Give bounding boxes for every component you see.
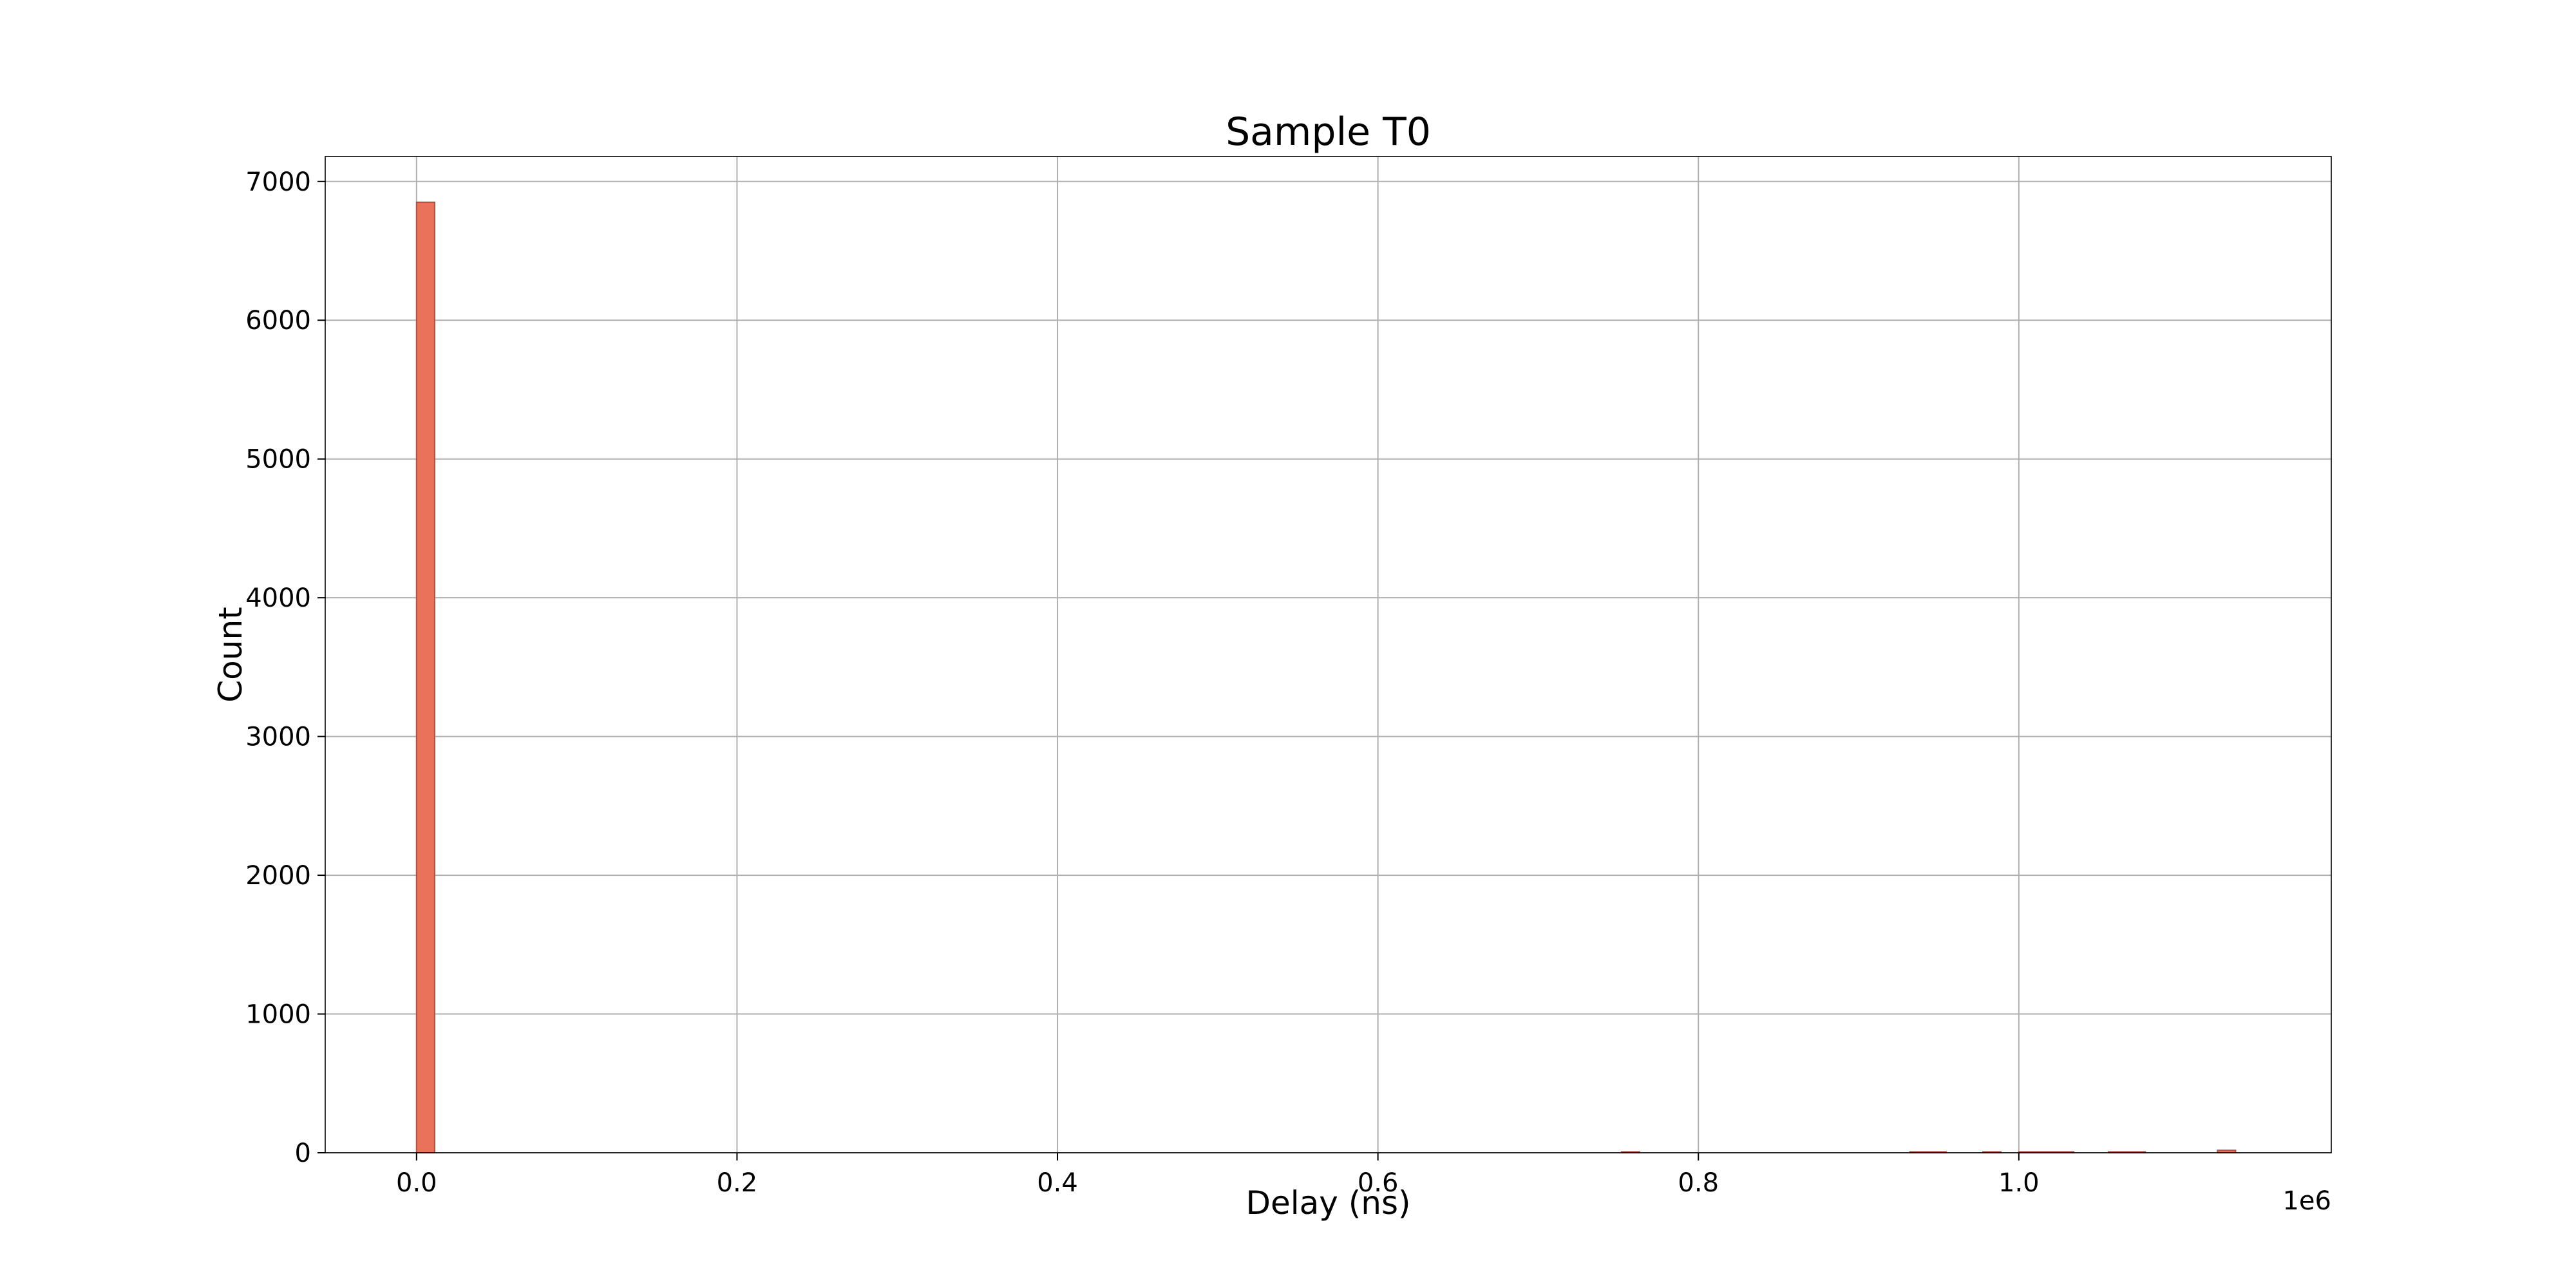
y-axis-ticks: 0 1000 2000 3000 4000 5000 6000 7000: [245, 167, 325, 1168]
y-tick-label: 1000: [245, 1000, 311, 1030]
y-tick-label: 3000: [245, 723, 311, 752]
y-tick-label: 4000: [245, 583, 311, 613]
x-tick-label: 0.0: [396, 1168, 437, 1198]
grid-layer: [325, 156, 2331, 1153]
y-tick-label: 2000: [245, 861, 311, 891]
y-axis-label: Count: [212, 607, 249, 703]
chart-title: Sample T0: [1226, 109, 1431, 155]
y-tick-label: 7000: [245, 167, 311, 197]
x-tick-label: 1.0: [1998, 1168, 2040, 1198]
x-axis-ticks: 0.0 0.2 0.4 0.6 0.8 1.0: [396, 1153, 2040, 1198]
x-tick-label: 0.8: [1678, 1168, 1719, 1198]
x-tick-label: 0.6: [1358, 1168, 1399, 1198]
histogram-bar: [415, 202, 435, 1153]
x-tick-label: 0.4: [1037, 1168, 1078, 1198]
y-tick-label: 5000: [245, 445, 311, 475]
x-axis-label: Delay (ns): [1245, 1184, 1410, 1222]
y-tick-label: 6000: [245, 306, 311, 336]
plot-frame: [325, 156, 2332, 1153]
bar-layer: [415, 202, 2237, 1153]
x-tick-label: 0.2: [717, 1168, 758, 1198]
x-axis-offset-text: 1e6: [2282, 1186, 2331, 1216]
y-tick-label: 0: [295, 1139, 311, 1168]
